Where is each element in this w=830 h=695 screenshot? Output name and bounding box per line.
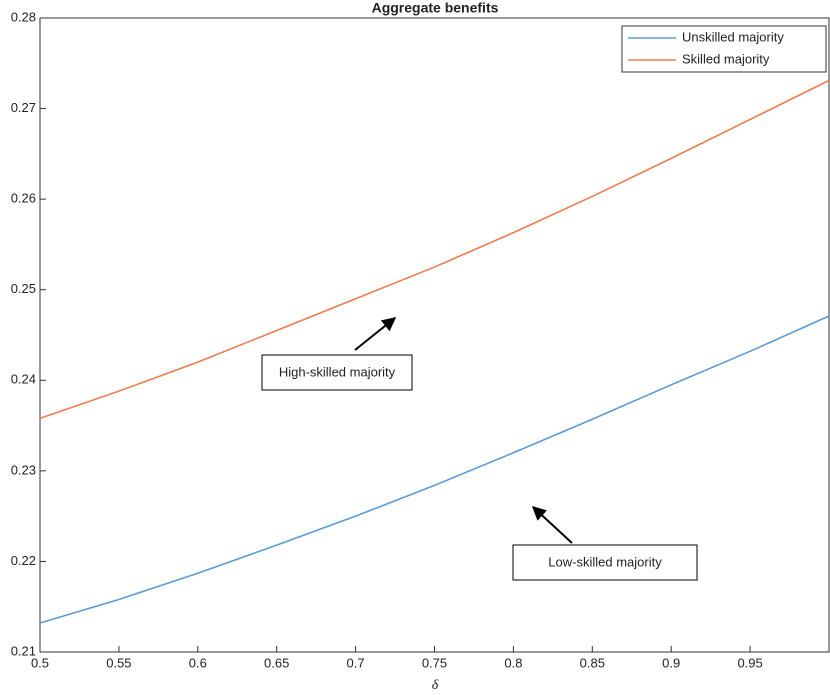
annotation: High-skilled majority <box>279 364 396 379</box>
arrow <box>531 506 573 544</box>
x-tick-label: 0.95 <box>737 655 762 670</box>
x-tick-label: 0.9 <box>662 655 680 670</box>
series-line <box>39 315 830 624</box>
series-line <box>39 79 830 420</box>
legend-label: Skilled majority <box>682 51 770 66</box>
y-tick-label: 0.23 <box>11 462 36 477</box>
y-tick-label: 0.27 <box>11 100 36 115</box>
plot-frame <box>39 17 830 653</box>
x-tick-label: 0.7 <box>347 655 365 670</box>
y-tick-label: 0.21 <box>11 643 36 658</box>
y-tick-label: 0.22 <box>11 553 36 568</box>
x-tick-label: 0.65 <box>264 655 289 670</box>
x-tick-label: 0.55 <box>106 655 131 670</box>
annotation-box <box>261 354 413 391</box>
y-tick-label: 0.26 <box>11 191 36 206</box>
x-tick-label: 0.5 <box>31 655 49 670</box>
x-tick-label: 0.75 <box>422 655 447 670</box>
x-tick-label: 0.6 <box>189 655 207 670</box>
annotation-box <box>512 544 698 581</box>
chart-title: Aggregate benefits <box>372 0 499 16</box>
y-tick-label: 0.28 <box>11 9 36 24</box>
legend <box>621 25 827 73</box>
annotation: Low-skilled majority <box>548 554 662 569</box>
x-tick-label: 0.85 <box>580 655 605 670</box>
y-tick-label: 0.24 <box>11 372 36 387</box>
legend-label: Unskilled majority <box>682 29 784 44</box>
x-tick-label: 0.8 <box>504 655 522 670</box>
arrow <box>354 317 397 351</box>
x-axis-label: δ <box>432 678 439 693</box>
y-tick-label: 0.25 <box>11 281 36 296</box>
